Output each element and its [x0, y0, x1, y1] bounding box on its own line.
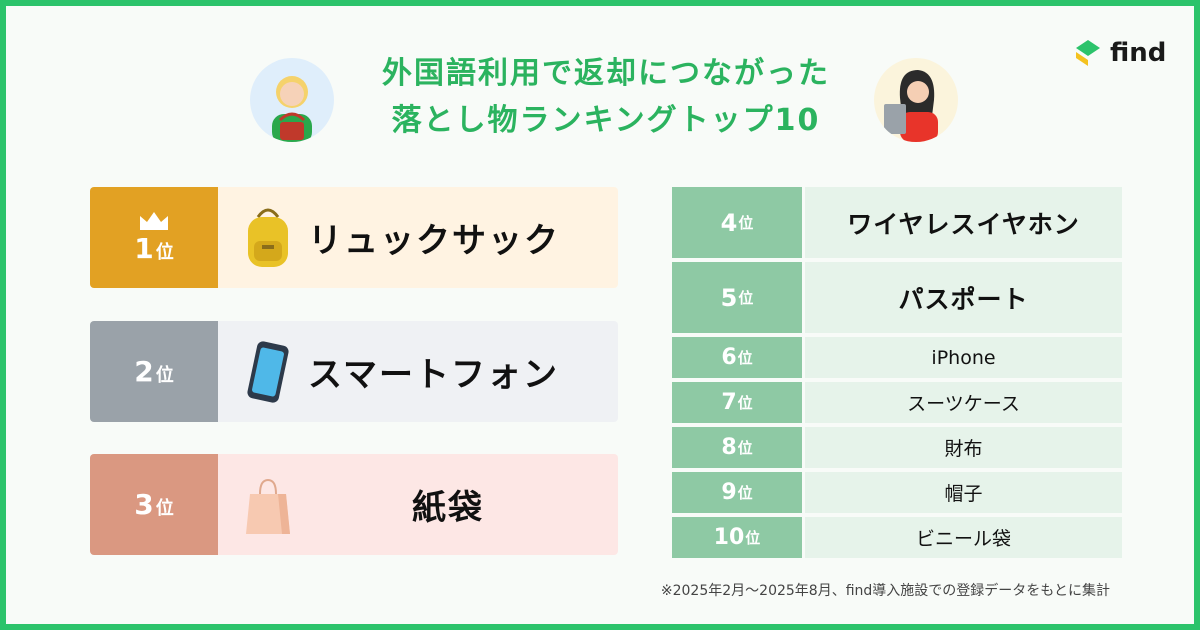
rank-number: 5 — [720, 283, 738, 312]
traveler-woman-avatar — [250, 58, 334, 142]
rank-unit: 位 — [155, 498, 174, 519]
ranking-item-body: リュックサック — [218, 187, 618, 288]
rank-unit: 位 — [738, 214, 754, 232]
ranking-item-label: スマートフォン — [308, 355, 559, 395]
rank-unit: 位 — [155, 242, 174, 263]
item-cell: 帽子 — [805, 472, 1122, 513]
table-row: 10 位 ビニール袋 — [672, 517, 1122, 558]
item-cell: ビニール袋 — [805, 517, 1122, 558]
rank-unit: 位 — [737, 439, 753, 457]
rank-number: 10 — [713, 525, 745, 550]
rank-number: 4 — [720, 208, 738, 237]
item-cell: iPhone — [805, 337, 1122, 378]
logo-text: find — [1110, 38, 1167, 68]
rank-unit: 位 — [737, 394, 753, 412]
ranking-item-label: 紙袋 — [412, 488, 484, 528]
rank-number: 3 — [134, 488, 154, 521]
rank-number: 6 — [721, 345, 737, 370]
rank-unit: 位 — [738, 289, 754, 307]
item-cell: パスポート — [805, 262, 1122, 333]
ranking-item-body: スマートフォン — [218, 321, 618, 422]
rank-number: 7 — [721, 390, 737, 415]
find-logo-mark-icon — [1076, 40, 1100, 66]
rank-unit: 位 — [745, 529, 761, 547]
crown-icon — [140, 212, 168, 230]
rank-number: 1 — [134, 232, 154, 265]
backpack-icon — [248, 208, 288, 267]
footnote: ※2025年2月〜2025年8月、find導入施設での登録データをもとに集計 — [660, 583, 1110, 599]
item-cell: スーツケース — [805, 382, 1122, 423]
title-line-2: 落とし物ランキングトップ10 — [391, 103, 821, 138]
title-line-1: 外国語利用で返却につながった — [382, 56, 830, 91]
rank-cell: 10 位 — [672, 517, 802, 558]
ranking-item-body: 紙袋 — [218, 454, 618, 555]
rank-unit: 位 — [737, 349, 753, 367]
rank-unit: 位 — [737, 484, 753, 502]
item-cell: ワイヤレスイヤホン — [805, 187, 1122, 258]
rank-number: 8 — [721, 435, 737, 460]
rank-number: 2 — [134, 355, 154, 388]
page-title: 外国語利用で返却につながった 落とし物ランキングトップ10 — [336, 50, 876, 144]
paper-bag-icon — [246, 478, 290, 534]
item-cell: 財布 — [805, 427, 1122, 468]
ranking-item-label: リュックサック — [308, 221, 560, 261]
smartphone-icon — [247, 341, 289, 403]
staff-woman-avatar — [874, 58, 958, 142]
find-logo: find — [1074, 36, 1166, 70]
rank-number: 9 — [721, 480, 737, 505]
rank-unit: 位 — [155, 365, 174, 386]
